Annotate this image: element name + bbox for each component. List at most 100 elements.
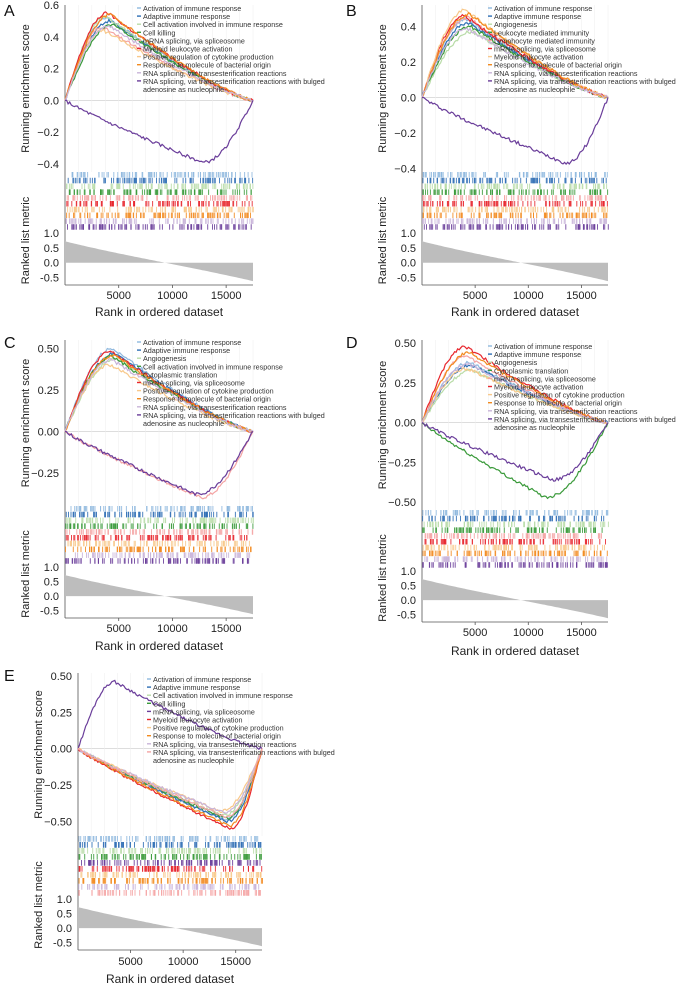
hit-tick xyxy=(469,224,471,230)
hit-tick xyxy=(219,842,221,848)
hit-tick xyxy=(519,515,521,522)
hit-tick xyxy=(455,544,457,551)
hit-tick xyxy=(186,195,188,201)
hit-tick xyxy=(180,535,182,541)
hit-tick xyxy=(245,212,247,219)
hit-tick xyxy=(590,562,592,568)
hit-tick xyxy=(133,201,135,207)
hit-tick xyxy=(170,506,172,512)
hit-tick xyxy=(494,212,496,219)
hit-tick xyxy=(196,183,198,190)
hit-tick xyxy=(171,506,173,512)
hit-tick xyxy=(184,189,186,195)
hit-tick xyxy=(535,544,537,551)
hit-tick xyxy=(606,550,608,557)
hit-tick xyxy=(84,177,86,184)
hit-tick xyxy=(595,510,597,516)
hit-tick xyxy=(214,177,216,184)
hit-tick xyxy=(155,546,157,553)
hit-tick xyxy=(181,535,183,541)
hit-tick xyxy=(144,860,146,866)
hit-tick xyxy=(433,544,435,551)
hit-tick xyxy=(164,177,166,184)
hit-tick xyxy=(549,544,551,551)
hit-tick xyxy=(564,189,566,195)
hit-tick xyxy=(115,517,117,524)
hit-tick xyxy=(73,177,75,184)
hit-tick xyxy=(197,195,199,201)
hit-tick xyxy=(245,177,247,184)
hit-tick xyxy=(498,206,500,213)
hit-tick xyxy=(74,506,76,512)
hit-tick xyxy=(606,206,608,213)
hit-tick xyxy=(99,878,101,884)
hit-tick xyxy=(142,552,144,558)
hit-tick xyxy=(510,539,512,545)
hit-tick xyxy=(513,195,515,201)
hit-tick xyxy=(126,177,128,184)
hit-tick xyxy=(468,527,470,533)
hit-tick xyxy=(456,212,458,219)
hit-tick xyxy=(174,212,176,219)
hit-tick xyxy=(455,515,457,522)
hit-tick xyxy=(238,860,239,866)
hit-tick xyxy=(110,535,112,541)
hit-tick xyxy=(466,533,468,539)
hit-tick xyxy=(229,546,231,553)
hit-tick xyxy=(248,201,250,207)
hit-tick xyxy=(167,878,169,884)
hit-tick xyxy=(173,218,175,224)
hit-tick xyxy=(443,533,445,539)
hit-tick xyxy=(217,540,219,547)
hit-tick xyxy=(134,848,136,854)
hit-tick xyxy=(248,860,250,866)
hit-tick xyxy=(144,517,146,524)
hit-tick xyxy=(506,544,507,551)
hit-tick xyxy=(155,558,157,564)
hit-tick xyxy=(160,842,162,848)
hit-tick xyxy=(205,552,207,558)
hit-tick xyxy=(191,224,193,230)
hit-tick xyxy=(117,854,119,860)
hit-tick xyxy=(522,172,524,178)
hit-tick xyxy=(444,527,446,533)
hit-tick xyxy=(448,224,450,230)
hit-tick xyxy=(209,172,211,178)
hit-tick xyxy=(538,515,540,522)
hit-tick xyxy=(543,562,545,568)
hit-tick xyxy=(181,860,182,866)
hit-tick xyxy=(554,201,556,207)
hit-tick xyxy=(192,517,194,524)
hit-tick xyxy=(157,517,159,524)
hit-tick xyxy=(69,517,71,524)
hit-tick xyxy=(544,195,546,201)
hit-tick xyxy=(168,552,169,558)
hit-tick xyxy=(210,884,212,890)
hit-tick xyxy=(247,529,249,535)
hit-tick xyxy=(132,511,134,518)
hit-tick xyxy=(429,189,431,195)
hit-tick xyxy=(166,172,168,178)
hit-tick xyxy=(575,539,577,545)
hit-tick xyxy=(527,550,529,557)
hit-tick xyxy=(74,212,76,219)
hit-tick xyxy=(485,224,487,230)
hit-tick xyxy=(530,212,532,219)
hit-tick xyxy=(552,195,553,201)
hit-tick xyxy=(245,872,247,878)
hit-tick xyxy=(148,177,150,184)
hit-tick xyxy=(422,172,424,178)
hit-tick xyxy=(563,527,565,533)
hit-tick xyxy=(161,836,163,842)
hit-tick xyxy=(434,550,436,557)
barcode-band xyxy=(65,546,252,553)
hit-tick xyxy=(103,848,105,854)
hit-tick xyxy=(428,533,430,539)
hit-tick xyxy=(205,842,206,848)
hit-tick xyxy=(512,177,514,184)
hit-tick xyxy=(208,506,209,512)
hit-tick xyxy=(162,172,164,178)
hit-tick xyxy=(536,562,538,568)
hit-tick xyxy=(242,511,244,518)
hit-tick xyxy=(223,836,225,842)
